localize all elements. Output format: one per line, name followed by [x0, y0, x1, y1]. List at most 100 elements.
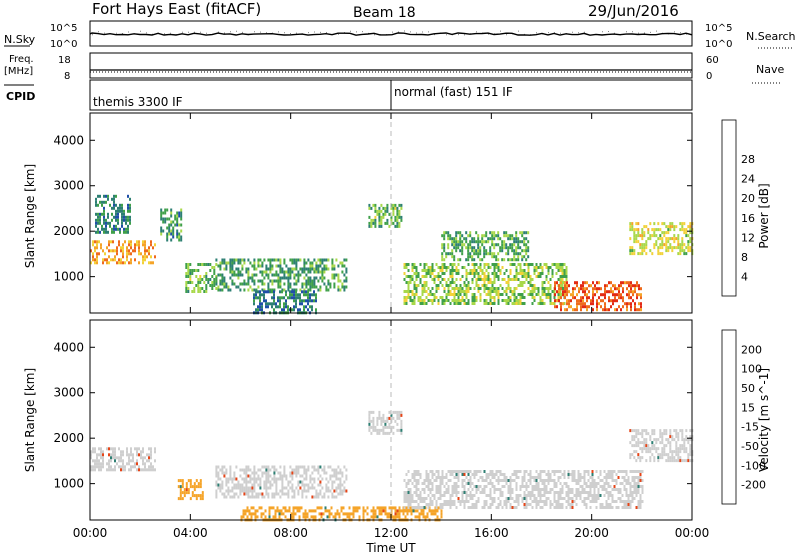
- echo-cell: [90, 261, 92, 265]
- echo-cell: [574, 281, 576, 285]
- echo-cell: [489, 506, 492, 509]
- echo-cell: [523, 231, 526, 235]
- echo-cell: [503, 272, 506, 275]
- echo-cell: [539, 506, 542, 509]
- echo-cell: [553, 470, 556, 473]
- echo-cell: [641, 243, 644, 247]
- echo-cell: [337, 279, 340, 283]
- echo-cell: [623, 485, 626, 488]
- echo-cell: [637, 231, 640, 235]
- echo-cell: [291, 261, 294, 265]
- echo-cell: [641, 252, 644, 256]
- echo-cell: [673, 228, 676, 232]
- echo-cell: [669, 447, 672, 451]
- echo-cell: [665, 225, 668, 229]
- echo-cell: [669, 450, 672, 454]
- echo-cell: [457, 296, 460, 299]
- echo-cell: [261, 308, 263, 312]
- echo-cell: [253, 302, 255, 306]
- echo-cell: [451, 263, 454, 266]
- echo-cell: [481, 272, 484, 275]
- echo-cell: [451, 287, 454, 290]
- echo-cell: [583, 488, 586, 491]
- echo-cell: [616, 308, 618, 312]
- echo-cell: [639, 243, 642, 247]
- echo-cell: [559, 269, 562, 272]
- echo-cell: [231, 264, 234, 268]
- echo-cell: [407, 287, 410, 290]
- echo-cell: [493, 234, 496, 238]
- echo-cell: [425, 290, 428, 293]
- echo-cell: [339, 483, 342, 487]
- echo-cell: [311, 293, 313, 297]
- echo-cell: [99, 212, 101, 216]
- echo-cell: [503, 231, 506, 235]
- echo-cell: [449, 500, 452, 503]
- echo-cell: [503, 258, 506, 262]
- echo-cell: [515, 266, 518, 269]
- echo-cell: [579, 491, 582, 494]
- echo-cell: [437, 266, 440, 269]
- echo-cell: [440, 509, 443, 513]
- echo-cell: [651, 228, 654, 232]
- colorbar-tick-label: 200: [741, 343, 762, 356]
- echo-cell: [119, 209, 121, 213]
- echo-cell: [493, 263, 496, 266]
- echo-cell: [574, 308, 576, 312]
- echo-cell: [315, 308, 317, 312]
- echo-cell: [303, 468, 306, 472]
- echo-region: [185, 263, 218, 293]
- echo-cell: [307, 308, 309, 312]
- echo-cell: [491, 497, 494, 500]
- echo-cell: [669, 228, 672, 232]
- echo-cell: [639, 494, 642, 497]
- echo-cell: [505, 479, 508, 482]
- echo-cell: [301, 483, 304, 487]
- echo-cell: [431, 278, 434, 281]
- echo-cell: [463, 500, 466, 503]
- echo-cell: [267, 273, 270, 277]
- echo-cell: [469, 234, 472, 238]
- echo-cell: [123, 215, 125, 219]
- echo-cell: [122, 246, 124, 250]
- echo-cell: [659, 432, 662, 436]
- echo-cell: [293, 290, 295, 294]
- echo-cell: [499, 473, 502, 476]
- echo-cell: [467, 290, 470, 293]
- echo-cell: [615, 488, 618, 491]
- echo-cell: [126, 255, 128, 259]
- echo-cell: [497, 302, 500, 305]
- y-tick-label: 2000: [53, 431, 84, 445]
- echo-cell: [671, 435, 674, 439]
- echo-cell: [535, 269, 538, 272]
- echo-cell: [122, 468, 124, 472]
- echo-cell: [341, 471, 344, 475]
- echo-cell: [523, 240, 526, 244]
- echo-cell: [217, 273, 220, 277]
- echo-cell: [687, 453, 690, 457]
- echo-cell: [579, 479, 582, 482]
- echo-cell: [661, 453, 664, 457]
- echo-cell: [130, 459, 132, 463]
- echo-cell: [117, 221, 119, 225]
- echo-cell: [543, 290, 546, 293]
- echo-cell: [685, 429, 688, 433]
- echo-cell: [114, 450, 116, 454]
- echo-cell: [586, 305, 588, 309]
- echo-cell: [177, 485, 180, 489]
- echo-region: [629, 429, 694, 463]
- echo-cell: [443, 234, 446, 238]
- echo-cell: [449, 252, 452, 256]
- echo-cell: [545, 491, 548, 494]
- echo-cell: [403, 299, 406, 302]
- echo-cell: [525, 263, 528, 266]
- echo-cell: [493, 485, 496, 488]
- echo-cell: [451, 494, 454, 497]
- echo-cell: [665, 438, 668, 442]
- echo-cell: [303, 483, 306, 487]
- echo-cell: [453, 255, 456, 259]
- echo-cell: [179, 479, 182, 483]
- echo-cell: [136, 447, 138, 451]
- echo-cell: [120, 465, 122, 469]
- echo-cell: [673, 246, 676, 250]
